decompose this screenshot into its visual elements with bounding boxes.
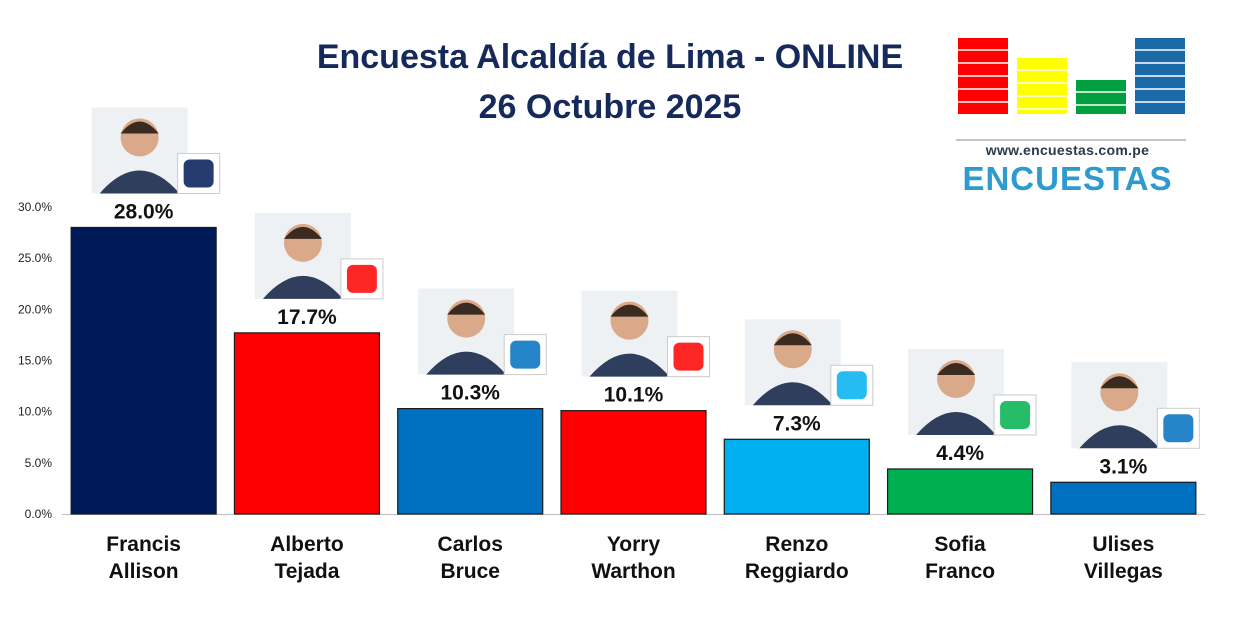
data-label: 17.7%: [277, 306, 337, 329]
logo-bars-icon: [956, 38, 1186, 141]
y-tick-label: 10.0%: [18, 405, 52, 419]
candidate-photo: [1071, 362, 1168, 449]
candidate-photo: [744, 319, 841, 406]
party-logo-icon: [667, 336, 710, 378]
party-logo-icon: [830, 364, 874, 406]
y-tick-label: 20.0%: [18, 302, 52, 316]
encuestas-logo: www.encuestas.com.pe ENCUESTAS: [950, 30, 1195, 200]
data-label: 4.4%: [936, 442, 984, 465]
bar: [560, 410, 707, 515]
candidate-photo: [908, 348, 1005, 435]
x-tick-label: Carlos: [438, 533, 503, 556]
data-label: 10.1%: [604, 384, 664, 407]
x-tick-label: Bruce: [440, 560, 500, 583]
chart-subtitle-date: 26 Octubre 2025: [478, 88, 742, 126]
data-label: 3.1%: [1099, 455, 1147, 478]
bar: [1050, 481, 1197, 515]
bar: [886, 468, 1034, 515]
x-tick-label: Yorry: [607, 533, 661, 556]
x-tick-label: Villegas: [1084, 560, 1163, 583]
y-tick-label: 5.0%: [25, 456, 53, 470]
chart-title: Encuesta Alcaldía de Lima - ONLINE: [316, 38, 904, 76]
party-logo-icon: [177, 152, 221, 194]
data-label: 10.3%: [440, 382, 500, 405]
party-logo-icon: [340, 258, 384, 300]
candidate-photo: [581, 290, 678, 377]
x-tick-label: Sofia: [934, 533, 986, 556]
party-logo-icon: [1156, 407, 1200, 449]
y-tick-label: 25.0%: [18, 251, 52, 265]
bar: [233, 332, 381, 515]
data-label: 28.0%: [114, 200, 174, 223]
logo-name: ENCUESTAS: [962, 160, 1173, 197]
x-tick-label: Franco: [925, 560, 995, 583]
bar: [723, 438, 870, 515]
x-tick-label: Allison: [109, 560, 179, 583]
x-tick-label: Reggiardo: [745, 560, 849, 583]
x-tick-label: Francis: [106, 533, 181, 556]
party-logo-icon: [503, 334, 547, 376]
y-tick-label: 30.0%: [18, 200, 52, 214]
candidate-photo: [418, 288, 515, 375]
x-tick-label: Tejada: [274, 560, 339, 583]
x-tick-label: Warthon: [591, 560, 675, 583]
party-logo-icon: [993, 394, 1037, 436]
bar: [70, 226, 217, 515]
x-tick-label: Ulises: [1092, 533, 1154, 556]
logo-bar: [1017, 58, 1067, 114]
x-tick-label: Renzo: [765, 533, 828, 556]
y-tick-label: 0.0%: [25, 507, 53, 521]
candidate-photo: [91, 107, 188, 194]
data-label: 7.3%: [773, 412, 821, 435]
logo-url: www.encuestas.com.pe: [985, 142, 1150, 158]
candidate-photo: [254, 212, 351, 299]
x-tick-label: Alberto: [270, 533, 344, 556]
logo-bar: [1076, 80, 1126, 114]
y-tick-label: 15.0%: [18, 354, 52, 368]
bar: [397, 407, 544, 515]
